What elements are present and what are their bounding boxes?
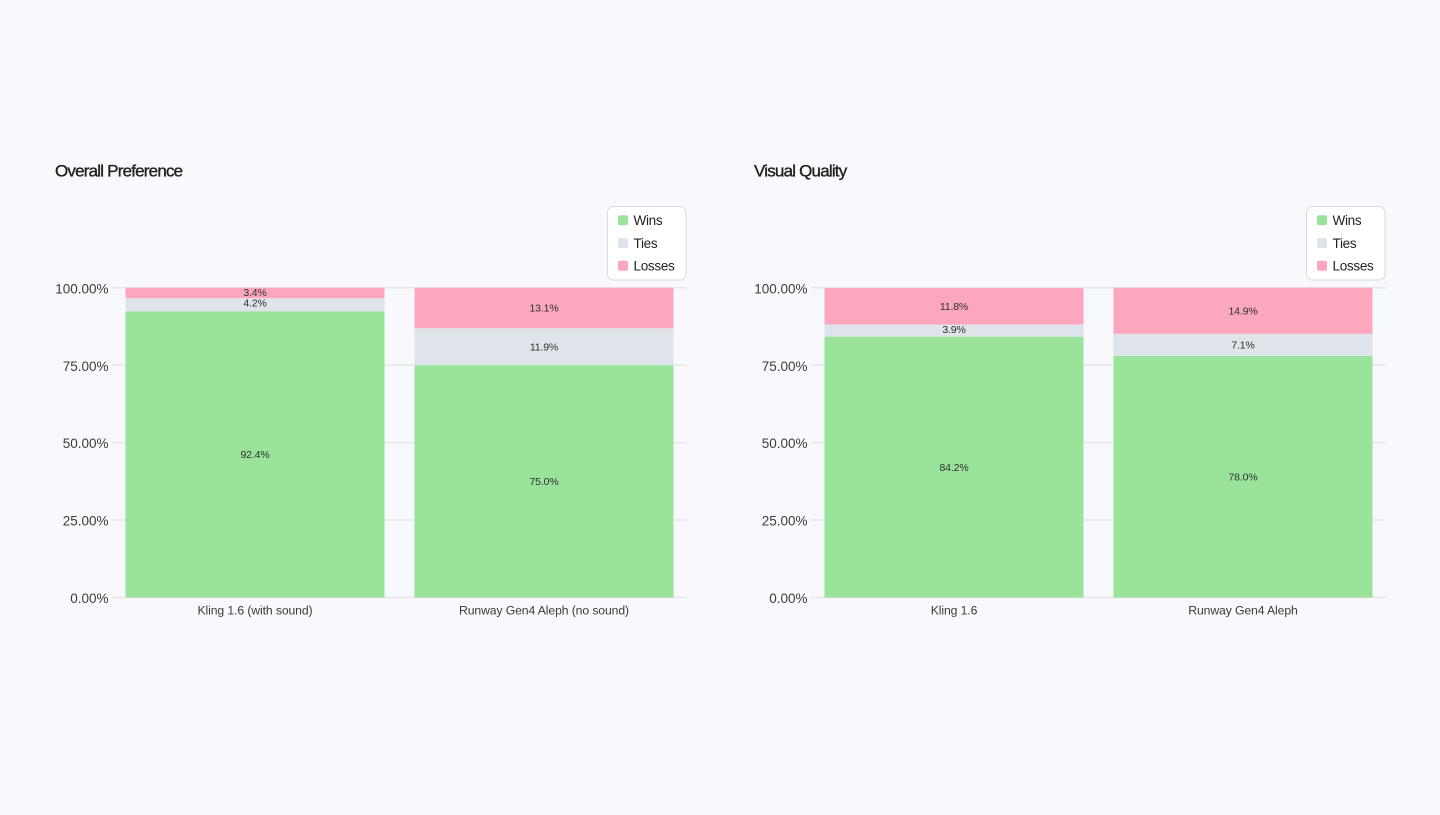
svg-text:4.2%: 4.2% bbox=[243, 298, 266, 310]
svg-text:Wins: Wins bbox=[1333, 213, 1362, 228]
svg-text:0.00%: 0.00% bbox=[769, 591, 807, 606]
svg-text:78.0%: 78.0% bbox=[1228, 471, 1257, 483]
svg-text:25.00%: 25.00% bbox=[762, 514, 808, 529]
svg-text:92.4%: 92.4% bbox=[240, 449, 269, 461]
svg-text:Losses: Losses bbox=[634, 259, 676, 274]
svg-text:11.8%: 11.8% bbox=[940, 301, 968, 313]
svg-text:7.1%: 7.1% bbox=[1231, 340, 1254, 352]
svg-text:100.00%: 100.00% bbox=[55, 281, 108, 296]
svg-text:Kling 1.6 (with sound): Kling 1.6 (with sound) bbox=[198, 604, 313, 618]
svg-text:50.00%: 50.00% bbox=[63, 436, 109, 451]
svg-text:3.9%: 3.9% bbox=[942, 324, 965, 336]
svg-text:Visual Quality: Visual Quality bbox=[754, 162, 848, 181]
svg-text:100.00%: 100.00% bbox=[754, 281, 807, 296]
svg-text:50.00%: 50.00% bbox=[762, 436, 808, 451]
svg-text:14.9%: 14.9% bbox=[1228, 305, 1257, 317]
svg-text:84.2%: 84.2% bbox=[939, 462, 968, 474]
svg-text:Kling 1.6: Kling 1.6 bbox=[931, 604, 978, 618]
svg-text:75.00%: 75.00% bbox=[63, 359, 109, 374]
svg-text:75.0%: 75.0% bbox=[529, 476, 558, 488]
svg-text:Runway Gen4 Aleph: Runway Gen4 Aleph bbox=[1188, 604, 1297, 618]
svg-text:3.4%: 3.4% bbox=[243, 287, 266, 299]
svg-text:Ties: Ties bbox=[1333, 236, 1357, 251]
svg-text:Ties: Ties bbox=[634, 236, 658, 251]
svg-text:25.00%: 25.00% bbox=[63, 514, 109, 529]
svg-text:Runway Gen4 Aleph (no sound): Runway Gen4 Aleph (no sound) bbox=[459, 604, 629, 618]
svg-text:Overall Preference: Overall Preference bbox=[55, 162, 183, 181]
svg-text:11.9%: 11.9% bbox=[530, 341, 558, 353]
svg-text:0.00%: 0.00% bbox=[70, 591, 108, 606]
svg-text:Wins: Wins bbox=[634, 213, 663, 228]
svg-text:75.00%: 75.00% bbox=[762, 359, 808, 374]
svg-text:13.1%: 13.1% bbox=[529, 303, 558, 315]
svg-text:Losses: Losses bbox=[1333, 259, 1375, 274]
